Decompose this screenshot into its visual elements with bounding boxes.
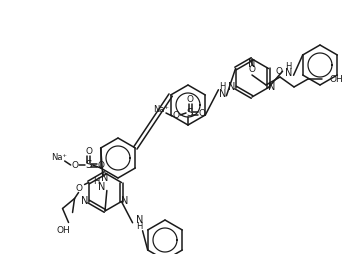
- Text: N: N: [268, 83, 275, 92]
- Text: OH: OH: [57, 226, 70, 235]
- Text: H: H: [285, 62, 292, 71]
- Text: O: O: [275, 68, 282, 76]
- Text: N: N: [136, 215, 143, 225]
- Text: S: S: [85, 160, 92, 170]
- Text: O: O: [173, 112, 179, 120]
- Text: O: O: [249, 66, 256, 74]
- Text: H: H: [136, 222, 143, 231]
- Text: OH: OH: [330, 74, 344, 84]
- Text: N: N: [81, 197, 88, 207]
- Text: H: H: [219, 82, 226, 91]
- Text: S: S: [187, 108, 193, 118]
- Text: O: O: [85, 148, 92, 156]
- Text: Na⁺: Na⁺: [153, 105, 169, 115]
- Text: Na⁺: Na⁺: [51, 153, 67, 163]
- Text: N: N: [285, 68, 292, 78]
- Text: O: O: [198, 108, 205, 118]
- Text: O: O: [97, 161, 104, 169]
- Text: N: N: [219, 89, 226, 99]
- Text: N: N: [121, 197, 128, 207]
- Text: O: O: [71, 161, 78, 169]
- Text: O: O: [186, 96, 193, 104]
- Text: N: N: [248, 59, 256, 69]
- Text: O: O: [75, 184, 82, 193]
- Text: N: N: [228, 83, 235, 92]
- Text: H: H: [92, 177, 99, 186]
- Text: N: N: [101, 173, 109, 183]
- Text: N: N: [98, 182, 106, 192]
